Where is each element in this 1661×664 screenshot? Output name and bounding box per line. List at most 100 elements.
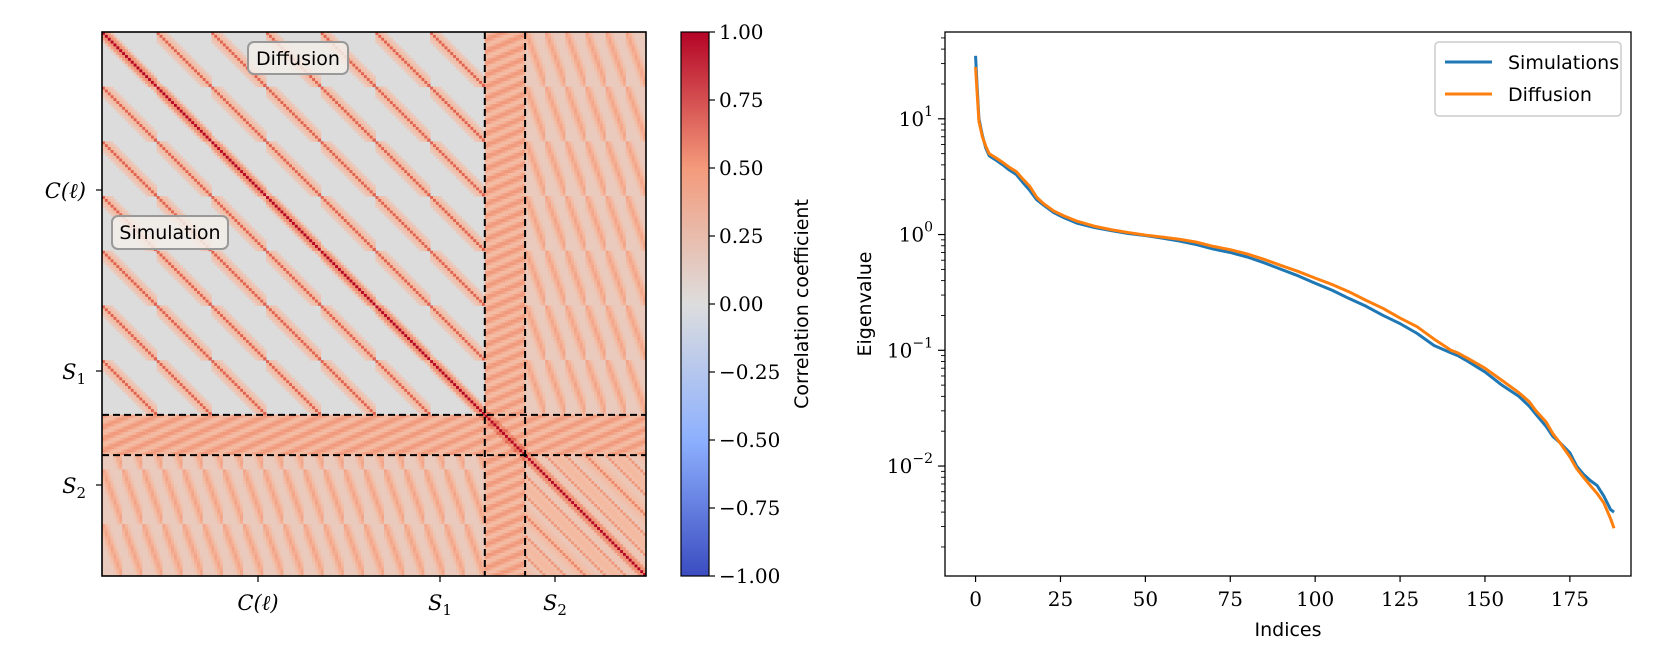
heatmap-cell: [185, 164, 189, 168]
heatmap-cell: [611, 112, 615, 116]
heatmap-cell: [591, 167, 595, 171]
heatmap-cell: [513, 124, 517, 128]
heatmap-cell: [582, 170, 586, 174]
heatmap-cell: [461, 170, 466, 174]
heatmap-cell: [306, 132, 310, 137]
heatmap-cell: [225, 109, 230, 113]
heatmap-cell: [582, 118, 586, 122]
heatmap-cell: [484, 144, 489, 148]
heatmap-cell: [579, 167, 584, 171]
heatmap-cell: [289, 101, 293, 105]
heatmap-cell: [611, 135, 615, 139]
heatmap-cell: [499, 161, 503, 165]
heatmap-cell: [510, 112, 514, 116]
heatmap-cell: [637, 55, 641, 59]
heatmap-cell: [409, 170, 414, 174]
heatmap-cell: [588, 161, 592, 165]
heatmap-cell: [571, 60, 575, 65]
heatmap-cell: [389, 161, 394, 165]
heatmap-cell: [398, 161, 402, 165]
heatmap-cell: [346, 103, 350, 108]
heatmap-cell: [389, 55, 394, 59]
heatmap-cell: [539, 170, 543, 174]
heatmap-cell: [602, 118, 607, 122]
heatmap-cell: [582, 109, 586, 113]
heatmap-cell: [599, 158, 604, 162]
heatmap-cell: [571, 152, 575, 157]
heatmap-cell: [516, 109, 520, 113]
heatmap-cell: [409, 60, 414, 65]
heatmap-cell: [487, 170, 491, 174]
heatmap-cell: [542, 144, 546, 148]
heatmap-cell: [130, 124, 135, 128]
heatmap-cell: [303, 118, 307, 122]
heatmap-cell: [625, 92, 630, 96]
heatmap-cell: [571, 167, 575, 171]
heatmap-cell: [533, 78, 538, 82]
heatmap-cell: [530, 109, 535, 113]
heatmap-cell: [545, 147, 549, 151]
heatmap-cell: [553, 52, 558, 56]
heatmap-cell: [127, 109, 132, 113]
heatmap-cell: [297, 115, 301, 119]
heatmap-cell: [599, 144, 604, 148]
heatmap-cell: [225, 150, 230, 154]
heatmap-cell: [634, 72, 638, 76]
heatmap-cell: [594, 161, 598, 165]
heatmap-cell: [464, 115, 468, 119]
heatmap-cell: [401, 63, 405, 67]
heatmap-cell: [602, 141, 607, 145]
heatmap-cell: [484, 101, 489, 105]
heatmap-cell: [539, 106, 543, 111]
heatmap-cell: [490, 150, 494, 154]
heatmap-cell: [407, 124, 411, 128]
heatmap-cell: [617, 40, 621, 44]
heatmap-cell: [588, 37, 592, 42]
heatmap-cell: [208, 141, 212, 145]
heatmap-cell: [556, 86, 561, 90]
heatmap-cell: [530, 170, 535, 174]
heatmap-cell: [591, 161, 595, 165]
heatmap-cell: [608, 34, 612, 39]
heatmap-cell: [571, 40, 575, 44]
heatmap-cell: [392, 49, 396, 53]
heatmap-cell: [637, 63, 641, 67]
heatmap-cell: [548, 49, 552, 53]
heatmap-cell: [510, 72, 514, 76]
heatmap-cell: [176, 167, 181, 171]
heatmap-cell: [338, 152, 342, 157]
heatmap-cell: [467, 132, 471, 137]
heatmap-cell: [234, 46, 238, 50]
heatmap-cell: [527, 138, 532, 142]
heatmap-cell: [545, 60, 549, 65]
heatmap-cell: [191, 121, 195, 125]
heatmap-cell: [591, 129, 595, 134]
heatmap-cell: [352, 109, 356, 113]
heatmap-cell: [484, 78, 489, 82]
heatmap-cell: [504, 83, 509, 88]
heatmap-cell: [516, 92, 520, 96]
heatmap-cell: [545, 46, 549, 50]
heatmap-cell: [329, 144, 333, 148]
heatmap-cell: [502, 32, 506, 36]
heatmap-cell: [605, 121, 609, 125]
heatmap-cell: [461, 109, 466, 113]
heatmap-cell: [602, 72, 607, 76]
heatmap-cell: [415, 66, 420, 70]
heatmap-cell: [562, 40, 566, 44]
heatmap-cell: [346, 164, 350, 168]
heatmap-cell: [433, 34, 437, 39]
heatmap-cell: [539, 155, 543, 160]
heatmap-cell: [502, 43, 506, 47]
heatmap-cell: [631, 155, 635, 160]
heatmap-cell: [608, 103, 612, 108]
heatmap-cell: [579, 55, 584, 59]
heatmap-cell: [542, 124, 546, 128]
heatmap-cell: [516, 32, 520, 36]
heatmap-cell: [148, 138, 152, 142]
heatmap-cell: [234, 173, 238, 177]
heatmap-cell: [582, 103, 586, 108]
heatmap-cell: [352, 112, 356, 116]
heatmap-cell: [168, 161, 172, 165]
heatmap-cell: [395, 106, 399, 111]
